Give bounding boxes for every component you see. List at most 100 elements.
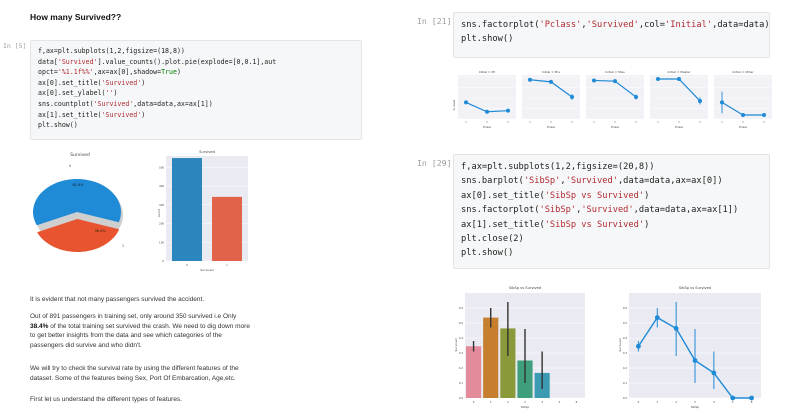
section-heading: How many Survived??: [30, 12, 122, 22]
sibbar-ytick: 0.3: [459, 351, 463, 355]
code-token: ax[0].set_title(: [38, 78, 102, 87]
sibsp-pointplot: 0.0 0.1 0.2 0.3 0.4 0.5 0.6 SibSp vs Survived 0 1…: [618, 286, 761, 409]
factor-xtick: 1: [657, 121, 659, 124]
code-line: ax[1].set_title('SibSp vs Survived'): [461, 218, 762, 232]
code-line: f,ax=plt.subplots(1,2,figsize=(20,8)): [461, 160, 762, 174]
factor-xtick: 1: [721, 121, 723, 124]
factor-ylabel: Survived: [453, 99, 456, 110]
factor-xtick: 3: [571, 121, 573, 124]
factor-panel: [714, 75, 772, 119]
factor-xtick: 2: [550, 121, 552, 124]
cell-21-code[interactable]: sns.factorplot('Pclass','Survived',col='…: [453, 12, 770, 58]
sibpoint-xtick: 8: [751, 400, 753, 404]
para-text: dataset. Some of the features being Sex,…: [30, 374, 236, 382]
sibbar-ytick: 0.6: [459, 306, 463, 310]
sibpoint-ylabel: Survived: [618, 338, 622, 351]
sibbar-xtick: 4: [541, 400, 543, 404]
sibpoint-xlabel: SibSp: [691, 405, 700, 409]
para-text: We will try to check the survival rate b…: [30, 365, 239, 372]
code-line: data['Survived'].value_counts().plot.pie…: [38, 57, 354, 68]
sibbar-xtick: 0: [473, 400, 475, 404]
factor-xtick: 3: [507, 121, 509, 124]
sibpoint-xtick: 4: [713, 400, 715, 404]
code-token: ): [644, 219, 650, 230]
factor-point: [698, 98, 702, 103]
code-token: ,data=data): [712, 20, 770, 30]
code-token: ].value_counts().plot.pie(explode=[0,0.1…: [97, 57, 277, 66]
code-token: 'Survived': [93, 99, 134, 108]
code-token: ,: [576, 205, 582, 216]
sibbar-ylabel: Survived: [454, 338, 458, 351]
factor-point: [464, 100, 468, 105]
pie-chart: Survived 61.6% 38.4% 0 1: [33, 152, 124, 252]
sibpoint-ytick: 0.4: [623, 336, 627, 340]
factor-xtick: 3: [699, 121, 701, 124]
code-token: 'Initial': [665, 20, 713, 30]
count-ytick: 400: [159, 184, 164, 188]
sibbar-ytick: 0.2: [459, 366, 463, 370]
sibpoint-point-1: [654, 315, 660, 320]
pie-slice-1: [37, 218, 120, 252]
factor-xlabel: Pclass: [547, 125, 556, 129]
code-token: ): [141, 110, 146, 119]
code-token: opct=: [38, 68, 58, 77]
paragraph-details: Out of 891 passengers in training set, o…: [30, 312, 360, 350]
code-token: 'SibSp': [539, 205, 577, 216]
factor-xtick: 1: [465, 121, 467, 124]
count-xtick: 0: [186, 263, 188, 267]
para-text: to get better insights from the data and…: [30, 332, 222, 339]
factor-xtick: 1: [593, 121, 595, 124]
factor-xtick: 1: [529, 121, 531, 124]
code-line: sns.barplot('SibSp','Survived',data=data…: [461, 174, 762, 188]
pie-label-1: 1: [122, 244, 124, 248]
code-line: ax[0].set_title('Survived'): [38, 78, 354, 89]
factor-point: [677, 77, 681, 81]
cell-5-code[interactable]: f,ax=plt.subplots(1,2,figsize=(18,8)) dat…: [30, 40, 362, 140]
sibbar-xtick: 2: [507, 400, 509, 404]
sibpoint-ytick: 0.3: [623, 351, 627, 355]
count-ylabel: count: [157, 208, 161, 217]
factor-point: [506, 108, 510, 113]
code-token: sns.factorplot(: [461, 20, 540, 30]
para-text: Out of 891 passengers in training set, o…: [30, 313, 237, 320]
sibbar-bar-1: [483, 317, 499, 398]
code-line: opct='%1.1f%%',ax=ax[0],shadow=True): [38, 67, 354, 78]
code-token: ax[0].set_ylabel(: [38, 89, 106, 98]
pie-title: Survived: [70, 152, 90, 158]
count-ytick: 500: [159, 165, 164, 169]
factor-panel-title: Initial = Mrs: [542, 70, 561, 74]
count-ytick: 300: [159, 203, 164, 207]
factor-point: [528, 77, 532, 82]
sibbar-bar-2: [500, 328, 516, 398]
pie-label-0: 0: [69, 164, 71, 168]
code-token: True: [161, 68, 177, 77]
code-line: ax[0].set_title('SibSp vs Survived'): [461, 189, 762, 203]
code-token: ,col=: [638, 20, 666, 30]
sibpoint-xtick: 3: [694, 400, 696, 404]
factor-panel-title: Initial = Master: [668, 70, 692, 74]
code-token: '': [105, 89, 114, 98]
code-token: ,: [581, 20, 587, 30]
code-token: 'Survived': [101, 110, 142, 119]
sibbar-title: SibSp vs Survived: [509, 286, 541, 290]
count-bar-0: [172, 158, 202, 261]
cell-29-code[interactable]: f,ax=plt.subplots(1,2,figsize=(20,8)) sns…: [453, 154, 770, 269]
count-chart: 0 100 200 300 400 500 Survived 0 1 Survived count: [157, 150, 248, 272]
sibpoint-point-5: [730, 395, 736, 401]
factor-point: [720, 100, 724, 105]
code-token: 'SibSp': [523, 176, 561, 187]
code-token: plt.show(): [38, 121, 78, 130]
code-token: 'Survived': [57, 57, 98, 66]
factor-point: [485, 109, 489, 114]
factor-point: [592, 78, 596, 83]
count-ytick: 200: [159, 222, 164, 226]
sibbar-ytick: 0.0: [459, 396, 463, 400]
code-token: sns.barplot(: [461, 176, 524, 187]
factor-xtick: 2: [614, 121, 616, 124]
sibpoint-point-2: [673, 326, 679, 331]
code-token: ): [644, 190, 650, 201]
sibpoint-title: SibSp vs Survived: [679, 286, 711, 290]
code-token: 'Survived': [565, 176, 618, 187]
factor-point: [762, 113, 766, 117]
code-token: ,ax=ax[0],shadow=: [93, 68, 162, 77]
